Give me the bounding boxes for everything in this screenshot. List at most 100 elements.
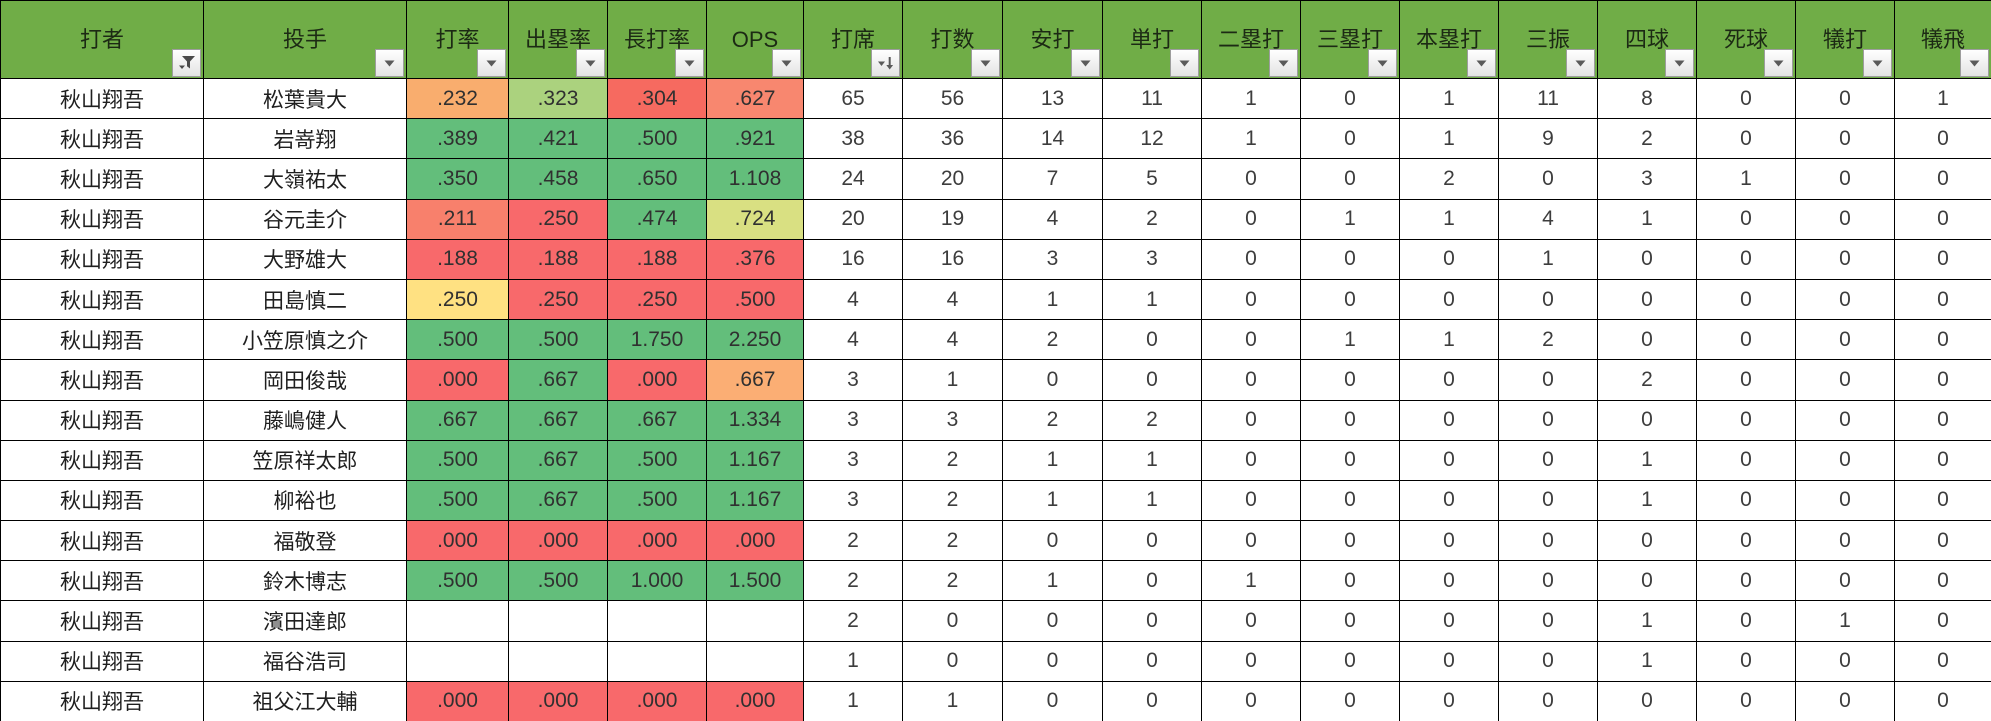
cell-obp[interactable]: .250 xyxy=(508,278,608,321)
cell-batter[interactable]: 秋山翔吾 xyxy=(0,479,204,522)
cell-avg[interactable]: .000 xyxy=(406,680,509,721)
cell-batter[interactable]: 秋山翔吾 xyxy=(0,77,204,120)
cell-triple[interactable]: 0 xyxy=(1300,520,1400,562)
cell-so[interactable]: 4 xyxy=(1498,198,1598,240)
filter-dropdown-button[interactable] xyxy=(1665,49,1694,77)
cell-sac[interactable]: 0 xyxy=(1795,158,1895,200)
cell-single[interactable]: 0 xyxy=(1102,600,1202,642)
cell-h[interactable]: 7 xyxy=(1002,158,1103,200)
cell-hr[interactable]: 0 xyxy=(1399,439,1499,481)
cell-single[interactable]: 0 xyxy=(1102,359,1202,401)
cell-ops[interactable]: .376 xyxy=(706,238,804,280)
cell-hr[interactable]: 1 xyxy=(1399,319,1499,361)
cell-h[interactable]: 2 xyxy=(1002,399,1103,441)
cell-ops[interactable]: .627 xyxy=(706,77,804,120)
cell-triple[interactable]: 1 xyxy=(1300,319,1400,361)
cell-hr[interactable]: 0 xyxy=(1399,600,1499,642)
cell-double[interactable]: 0 xyxy=(1201,520,1301,562)
cell-sf[interactable]: 0 xyxy=(1894,238,1991,280)
cell-bb[interactable]: 0 xyxy=(1597,238,1697,280)
cell-obp[interactable]: .323 xyxy=(508,77,608,120)
cell-pa[interactable]: 16 xyxy=(803,238,903,280)
filter-dropdown-button[interactable] xyxy=(477,49,506,77)
cell-pa[interactable]: 65 xyxy=(803,77,903,120)
cell-pitcher[interactable]: 鈴木博志 xyxy=(203,560,407,602)
cell-h[interactable]: 0 xyxy=(1002,600,1103,642)
cell-ab[interactable]: 56 xyxy=(902,77,1003,120)
cell-avg[interactable]: .389 xyxy=(406,118,509,160)
cell-hr[interactable]: 0 xyxy=(1399,640,1499,682)
cell-ab[interactable]: 2 xyxy=(902,520,1003,562)
cell-obp[interactable]: .667 xyxy=(508,479,608,522)
cell-batter[interactable]: 秋山翔吾 xyxy=(0,399,204,441)
cell-sac[interactable]: 0 xyxy=(1795,560,1895,602)
cell-h[interactable]: 0 xyxy=(1002,640,1103,682)
cell-triple[interactable]: 1 xyxy=(1300,198,1400,240)
cell-sf[interactable]: 0 xyxy=(1894,640,1991,682)
cell-ops[interactable]: 1.108 xyxy=(706,158,804,200)
cell-batter[interactable]: 秋山翔吾 xyxy=(0,278,204,321)
cell-obp[interactable]: .000 xyxy=(508,520,608,562)
cell-h[interactable]: 1 xyxy=(1002,278,1103,321)
cell-bb[interactable]: 0 xyxy=(1597,560,1697,602)
cell-h[interactable]: 14 xyxy=(1002,118,1103,160)
cell-hbp[interactable]: 0 xyxy=(1696,359,1796,401)
cell-pa[interactable]: 3 xyxy=(803,399,903,441)
cell-bb[interactable]: 1 xyxy=(1597,198,1697,240)
cell-bb[interactable]: 2 xyxy=(1597,359,1697,401)
filter-dropdown-button[interactable] xyxy=(1566,49,1595,77)
cell-double[interactable]: 0 xyxy=(1201,158,1301,200)
cell-ops[interactable]: .921 xyxy=(706,118,804,160)
cell-sf[interactable]: 0 xyxy=(1894,399,1991,441)
cell-slg[interactable]: .000 xyxy=(607,680,707,721)
cell-slg[interactable]: .000 xyxy=(607,520,707,562)
cell-obp[interactable]: .500 xyxy=(508,319,608,361)
cell-ops[interactable] xyxy=(706,600,804,642)
cell-so[interactable]: 0 xyxy=(1498,158,1598,200)
cell-double[interactable]: 0 xyxy=(1201,680,1301,721)
cell-hr[interactable]: 0 xyxy=(1399,680,1499,721)
cell-batter[interactable]: 秋山翔吾 xyxy=(0,560,204,602)
cell-h[interactable]: 1 xyxy=(1002,479,1103,522)
cell-double[interactable]: 0 xyxy=(1201,319,1301,361)
cell-pitcher[interactable]: 笠原祥太郎 xyxy=(203,439,407,481)
cell-sf[interactable]: 0 xyxy=(1894,359,1991,401)
cell-single[interactable]: 5 xyxy=(1102,158,1202,200)
cell-pitcher[interactable]: 藤嶋健人 xyxy=(203,399,407,441)
cell-ops[interactable]: 1.167 xyxy=(706,439,804,481)
cell-so[interactable]: 0 xyxy=(1498,680,1598,721)
cell-pa[interactable]: 2 xyxy=(803,520,903,562)
cell-batter[interactable]: 秋山翔吾 xyxy=(0,680,204,721)
cell-hr[interactable]: 0 xyxy=(1399,560,1499,602)
filter-dropdown-button[interactable] xyxy=(1269,49,1298,77)
cell-batter[interactable]: 秋山翔吾 xyxy=(0,520,204,562)
cell-hbp[interactable]: 0 xyxy=(1696,520,1796,562)
cell-sf[interactable]: 0 xyxy=(1894,319,1991,361)
cell-avg[interactable]: .250 xyxy=(406,278,509,321)
cell-hbp[interactable]: 0 xyxy=(1696,118,1796,160)
cell-sf[interactable]: 1 xyxy=(1894,77,1991,120)
filter-dropdown-button[interactable] xyxy=(1764,49,1793,77)
cell-ab[interactable]: 4 xyxy=(902,319,1003,361)
cell-h[interactable]: 3 xyxy=(1002,238,1103,280)
cell-ops[interactable]: .000 xyxy=(706,520,804,562)
cell-double[interactable]: 0 xyxy=(1201,238,1301,280)
cell-slg[interactable]: .500 xyxy=(607,479,707,522)
cell-bb[interactable]: 1 xyxy=(1597,600,1697,642)
cell-hbp[interactable]: 0 xyxy=(1696,479,1796,522)
cell-obp[interactable]: .188 xyxy=(508,238,608,280)
cell-avg[interactable]: .500 xyxy=(406,319,509,361)
cell-sf[interactable]: 0 xyxy=(1894,560,1991,602)
cell-slg[interactable] xyxy=(607,640,707,682)
cell-avg[interactable] xyxy=(406,640,509,682)
cell-pitcher[interactable]: 福敬登 xyxy=(203,520,407,562)
cell-sac[interactable]: 0 xyxy=(1795,479,1895,522)
cell-h[interactable]: 13 xyxy=(1002,77,1103,120)
cell-batter[interactable]: 秋山翔吾 xyxy=(0,600,204,642)
cell-bb[interactable]: 0 xyxy=(1597,278,1697,321)
cell-hr[interactable]: 0 xyxy=(1399,238,1499,280)
cell-pitcher[interactable]: 大野雄大 xyxy=(203,238,407,280)
cell-avg[interactable]: .500 xyxy=(406,560,509,602)
cell-so[interactable]: 1 xyxy=(1498,238,1598,280)
cell-slg[interactable]: .667 xyxy=(607,399,707,441)
